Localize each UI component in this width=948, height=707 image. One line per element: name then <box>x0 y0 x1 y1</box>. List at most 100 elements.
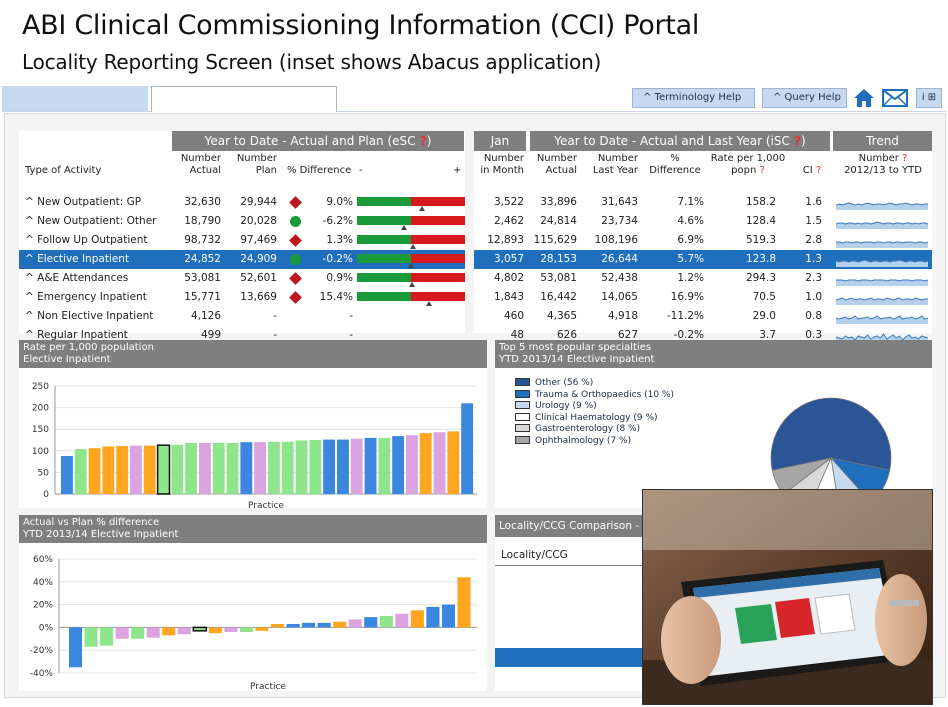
bar[interactable] <box>268 441 280 494</box>
bar[interactable] <box>226 443 239 494</box>
bar[interactable] <box>240 442 253 494</box>
legend-item[interactable]: Clinical Haematology (9 %) <box>515 412 658 425</box>
bar[interactable] <box>337 439 349 494</box>
table-row[interactable]: 4,802 53,081 52,438 1.2% 294.3 2.3 <box>474 269 932 288</box>
bar[interactable] <box>447 431 460 494</box>
bar[interactable] <box>317 622 331 628</box>
bar[interactable] <box>281 441 294 494</box>
help-icon[interactable]: ? <box>756 165 765 176</box>
bar[interactable] <box>116 446 129 494</box>
bar[interactable] <box>302 622 316 628</box>
bar[interactable] <box>457 577 471 628</box>
bar[interactable] <box>364 437 377 494</box>
bar[interactable] <box>392 436 405 494</box>
legend-item[interactable]: Trauma & Orthopaedics (10 %) <box>515 389 674 402</box>
bar[interactable] <box>433 432 446 494</box>
bar[interactable] <box>74 449 87 494</box>
bar[interactable] <box>162 627 176 636</box>
bar[interactable] <box>146 627 160 638</box>
diff-chart-title: Actual vs Plan % difference <box>23 517 160 528</box>
activity-type[interactable]: ^ New Outpatient: Other <box>25 215 157 227</box>
bar[interactable] <box>100 627 114 646</box>
bar[interactable] <box>323 439 336 494</box>
table-row[interactable]: ^ Regular Inpatient 499 - - <box>19 326 465 345</box>
bar[interactable] <box>286 623 300 628</box>
table-row[interactable]: 12,893 115,629 108,196 6.9% 519.3 2.8 <box>474 231 932 250</box>
bar[interactable] <box>461 403 474 494</box>
legend-item[interactable]: Gastroenterology (8 %) <box>515 424 640 436</box>
bar[interactable] <box>199 443 211 494</box>
table-row[interactable]: ^ Non Elective Inpatient 4,126 - - <box>19 307 465 326</box>
activity-type[interactable]: ^ Non Elective Inpatient <box>25 310 154 322</box>
bar[interactable] <box>441 604 455 628</box>
bar[interactable] <box>88 448 101 494</box>
table-row[interactable]: ^ New Outpatient: GP 32,630 29,944 9.0% <box>19 193 465 212</box>
bar[interactable] <box>115 627 129 639</box>
bar[interactable] <box>177 627 191 635</box>
bar[interactable] <box>333 621 347 628</box>
pie-slice[interactable] <box>770 397 892 471</box>
bar[interactable] <box>426 606 440 628</box>
bar[interactable] <box>254 442 267 494</box>
bar[interactable] <box>239 627 253 632</box>
terminology-help-button[interactable]: ^ Terminology Help <box>632 88 755 108</box>
table-row[interactable]: ^ Follow Up Outpatient 98,732 97,469 1.3% <box>19 231 465 250</box>
bar[interactable] <box>410 610 424 628</box>
bar[interactable] <box>378 437 391 494</box>
activity-type[interactable]: ^ Follow Up Outpatient <box>25 234 148 246</box>
bar[interactable] <box>102 446 115 494</box>
activity-type[interactable]: ^ Emergency Inpatient <box>25 291 147 303</box>
bar[interactable] <box>131 627 145 639</box>
bar[interactable] <box>130 445 142 494</box>
bar[interactable] <box>224 627 238 632</box>
bar[interactable] <box>348 619 362 628</box>
activity-type[interactable]: ^ A&E Attendances <box>25 272 129 284</box>
bar[interactable] <box>192 626 208 632</box>
home-icon[interactable] <box>853 88 875 108</box>
bar[interactable] <box>208 627 222 634</box>
bar[interactable] <box>156 444 171 495</box>
bar[interactable] <box>61 455 73 494</box>
mail-icon[interactable] <box>882 89 908 107</box>
activity-type[interactable]: ^ Elective Inpatient <box>25 253 130 265</box>
activity-type[interactable]: ^ New Outpatient: GP <box>25 196 142 208</box>
bar[interactable] <box>295 440 308 494</box>
bar[interactable] <box>419 433 432 494</box>
help-icon[interactable]: ? <box>812 165 822 176</box>
table-row[interactable]: 460 4,365 4,918 -11.2% 29.0 0.8 <box>474 307 932 326</box>
bar[interactable] <box>309 440 322 494</box>
query-help-button[interactable]: ^ Query Help <box>762 88 847 108</box>
help-icon[interactable]: ? <box>415 134 427 148</box>
info-icon[interactable]: i ⊞ <box>916 88 942 108</box>
bar[interactable] <box>271 623 285 628</box>
table-row[interactable]: ^ New Outpatient: Other 18,790 20,028 -6.2% <box>19 212 465 231</box>
actual-value: 53,081 <box>184 272 221 284</box>
tab-inactive[interactable] <box>151 86 337 112</box>
table-row[interactable]: ^ Emergency Inpatient 15,771 13,669 15.4% <box>19 288 465 307</box>
legend-item[interactable]: Urology (9 %) <box>515 401 597 413</box>
legend-item[interactable]: Other (56 %) <box>515 378 593 390</box>
bar[interactable] <box>406 435 418 494</box>
tab-active[interactable] <box>2 86 148 111</box>
bar[interactable] <box>143 445 156 494</box>
bar[interactable] <box>255 627 269 631</box>
table-row[interactable]: 3,522 33,896 31,643 7.1% 158.2 1.6 <box>474 193 932 212</box>
bar[interactable] <box>69 627 83 668</box>
table-row[interactable]: 2,462 24,814 23,734 4.6% 128.4 1.5 <box>474 212 932 231</box>
activity-type[interactable]: ^ Regular Inpatient <box>25 329 128 341</box>
table-row[interactable]: 1,843 16,442 14,065 16.9% 70.5 1.0 <box>474 288 932 307</box>
bar[interactable] <box>350 438 363 494</box>
bar[interactable] <box>212 443 225 494</box>
help-icon[interactable]: ? <box>789 134 802 148</box>
bar[interactable] <box>395 613 409 628</box>
bar[interactable] <box>171 444 184 494</box>
bar[interactable] <box>379 616 393 628</box>
help-icon[interactable]: ? <box>898 153 908 164</box>
table-row[interactable]: 3,057 28,153 26,644 5.7% 123.8 1.3 <box>474 250 932 269</box>
legend-item[interactable]: Ophthalmology (7 %) <box>515 435 631 448</box>
table-row[interactable]: ^ A&E Attendances 53,081 52,601 0.9% <box>19 269 465 288</box>
table-row[interactable]: ^ Elective Inpatient 24,852 24,909 -0.2% <box>19 250 465 269</box>
bar[interactable] <box>364 617 378 628</box>
bar[interactable] <box>185 443 198 494</box>
bar[interactable] <box>84 627 98 647</box>
